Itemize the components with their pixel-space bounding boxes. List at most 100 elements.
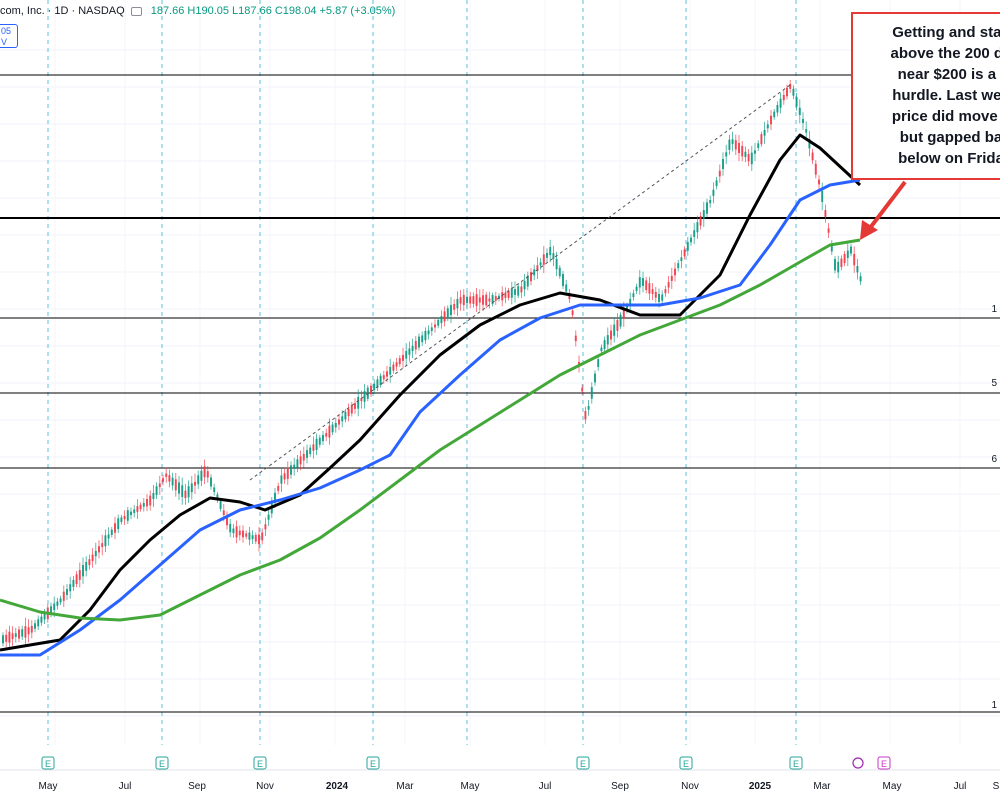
candle-body	[98, 546, 100, 553]
candle-body	[693, 230, 696, 237]
candle-body	[69, 584, 72, 592]
candle-body	[130, 511, 132, 516]
upcoming-earnings-label: E	[881, 759, 887, 769]
candle-body	[389, 366, 392, 375]
symbol-title[interactable]: com, Inc. · 1D · NASDAQ	[0, 5, 125, 17]
candle-body	[722, 159, 724, 169]
candle-body	[507, 290, 510, 298]
candle-body	[456, 298, 459, 309]
price-axis-label: 1	[991, 700, 997, 711]
candle-body	[450, 304, 452, 316]
moving-average-line-1	[0, 133, 862, 652]
candle-body	[418, 336, 420, 348]
x-tick-label: Mar	[813, 781, 831, 792]
candle-body	[53, 603, 56, 611]
candle-body	[165, 473, 168, 477]
candle-body	[514, 289, 516, 295]
x-tick-label: 2025	[749, 781, 772, 792]
candle-body	[683, 249, 686, 257]
candle-body	[846, 250, 849, 258]
candle-body	[133, 509, 136, 513]
candle-body	[395, 362, 398, 367]
candle-body	[37, 619, 40, 627]
earnings-marker	[366, 756, 380, 770]
candle-body	[830, 243, 833, 252]
candle-body	[373, 383, 376, 390]
candle-body	[859, 276, 862, 282]
candle-body	[27, 627, 30, 635]
x-tick-label: May	[461, 781, 480, 792]
candle-body	[648, 283, 651, 294]
candle-body	[632, 293, 635, 298]
x-tick-label: 2024	[326, 781, 349, 792]
earnings-marker-label: E	[45, 759, 51, 769]
candle-body	[312, 444, 315, 451]
annotation-callout: Getting and stay above the 200 da near $…	[851, 12, 1000, 180]
candle-body	[232, 528, 235, 534]
candle-body	[520, 286, 523, 293]
candle-body	[555, 258, 558, 270]
candle-body	[731, 139, 734, 144]
x-tick-label: Mar	[396, 781, 414, 792]
candle-body	[613, 324, 616, 336]
candle-body	[299, 456, 302, 465]
candle-body	[258, 534, 260, 545]
moving-average-lines	[0, 133, 862, 657]
candle-body	[386, 371, 388, 377]
candle-body	[718, 170, 721, 177]
candle-body	[139, 504, 142, 510]
x-tick-label: Jul	[539, 781, 552, 792]
indicator-badge[interactable]: 05 V	[0, 24, 18, 48]
candle-body	[18, 629, 20, 639]
candle-body	[254, 535, 257, 542]
earnings-marker-label: E	[580, 759, 586, 769]
candle-body	[626, 305, 628, 311]
candle-body	[606, 335, 609, 345]
indicator-badge-line1: 05	[1, 26, 12, 36]
candle-body	[117, 518, 120, 530]
candle-body	[475, 294, 478, 306]
candle-body	[296, 459, 299, 468]
candle-body	[248, 532, 251, 540]
candle-body	[610, 330, 612, 340]
candle-body	[274, 492, 276, 504]
earnings-marker-label: E	[159, 759, 165, 769]
candlesticks	[2, 79, 862, 649]
earnings-marker	[155, 756, 169, 770]
candle-body	[459, 297, 462, 304]
candle-body	[510, 288, 513, 298]
annotation-text: Getting and stay above the 200 da near $…	[890, 24, 1000, 167]
candle-body	[341, 416, 344, 422]
candle-body	[43, 613, 46, 620]
candle-body	[91, 554, 94, 562]
candle-body	[181, 485, 184, 498]
candle-body	[827, 228, 830, 233]
candle-body	[8, 631, 11, 643]
candle-body	[280, 475, 283, 484]
candle-body	[357, 396, 360, 409]
earnings-marker	[41, 756, 55, 770]
candle-body	[178, 482, 180, 494]
candle-body	[2, 635, 4, 644]
settings-icon[interactable]	[129, 5, 143, 17]
candle-body	[322, 434, 324, 442]
candle-body	[504, 292, 507, 298]
symbol-header[interactable]: com, Inc. · 1D · NASDAQ 187.66 H190.05 L…	[0, 0, 420, 22]
price-axis-label: 5	[991, 378, 997, 389]
candle-body	[536, 265, 539, 272]
candle-body	[62, 591, 65, 601]
candle-body	[584, 411, 587, 420]
candle-body	[344, 411, 347, 420]
candle-body	[152, 492, 155, 500]
candle-body	[334, 422, 337, 428]
candle-body	[699, 216, 702, 226]
arrow-head	[860, 220, 878, 240]
candle-body	[757, 143, 760, 148]
candle-body	[741, 145, 744, 157]
earnings-marker	[576, 756, 590, 770]
candle-body	[680, 257, 683, 262]
candle-body	[622, 310, 625, 319]
earnings-marker-label: E	[793, 759, 799, 769]
